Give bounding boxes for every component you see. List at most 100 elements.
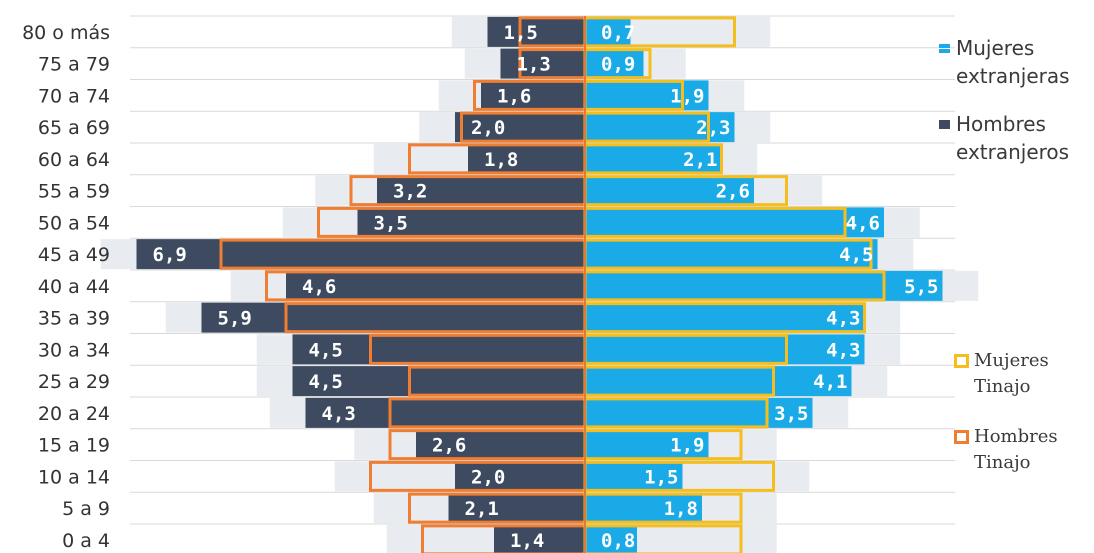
bar-hombres-extranjeros-15-a-19: [416, 429, 585, 460]
label-mujeres-extranjeras-25-a-29: 4,1: [813, 371, 847, 393]
label-mujeres-extranjeras-80-o-ms: 0,7: [601, 22, 635, 44]
bar-mujeres-extranjeras-40-a-44: [585, 270, 943, 301]
label-hombres-extranjeros-40-a-44: 4,6: [302, 276, 336, 298]
bar-mujeres-extranjeras-80-o-ms: [585, 16, 631, 47]
label-mujeres-extranjeras-10-a-14: 1,5: [644, 466, 678, 488]
tick-label-0-a-4: 0 a 4: [62, 530, 110, 552]
legend-hombres-tinajo: Hombres Tinajo: [954, 424, 1058, 476]
bar-hombres-extranjeros-50-a-54: [357, 207, 585, 238]
tick-label-5-a-9: 5 a 9: [62, 498, 110, 520]
bar-mujeres-extranjeras-15-a-19: [585, 429, 709, 460]
legend-label-mujeres-tinajo: Mujeres Tinajo: [974, 350, 1049, 397]
mujeres-tinajo-outlines: [583, 16, 886, 553]
legend-swatch-hombres-extranjeros: [939, 120, 950, 129]
bar-hombres-extranjeros-60-a-64: [468, 143, 585, 174]
label-hombres-extranjeros-45-a-49: 6,9: [153, 244, 187, 266]
label-hombres-extranjeros-0-a-4: 1,4: [510, 530, 544, 552]
bar-hombres-extranjeros-20-a-24: [305, 397, 585, 428]
legend-label-mujeres-extranjeras: Mujeres extranjeras: [956, 36, 1070, 88]
bar-hombres-extranjeros-45-a-49: [136, 239, 585, 270]
label-mujeres-extranjeras-20-a-24: 3,5: [774, 403, 808, 425]
bar-hombres-extranjeros-40-a-44: [286, 270, 585, 301]
bar-mujeres-extranjeras-70-a-74: [585, 80, 709, 111]
tick-label-25-a-29: 25 a 29: [38, 371, 110, 393]
tick-label-55-a-59: 55 a 59: [38, 181, 110, 203]
tick-label-60-a-64: 60 a 64: [38, 149, 110, 171]
bar-mujeres-extranjeras-50-a-54: [585, 207, 884, 238]
legend-swatch-mujeres-tinajo: [954, 354, 969, 368]
label-hombres-extranjeros-60-a-64: 1,8: [484, 149, 518, 171]
bar-hombres-extranjeros-35-a-39: [201, 302, 585, 333]
bar-hombres-extranjeros-80-o-ms: [487, 16, 585, 47]
label-hombres-extranjeros-50-a-54: 3,5: [374, 212, 408, 234]
label-mujeres-extranjeras-45-a-49: 4,5: [839, 244, 873, 266]
mujeres-extranjeras-bars: [585, 16, 943, 553]
tick-label-45-a-49: 45 a 49: [38, 244, 110, 266]
label-mujeres-extranjeras-15-a-19: 1,9: [670, 435, 704, 457]
label-hombres-extranjeros-35-a-39: 5,9: [218, 308, 252, 330]
bar-mujeres-extranjeras-30-a-34: [585, 334, 865, 365]
tick-label-10-a-14: 10 a 14: [38, 466, 110, 488]
label-mujeres-extranjeras-55-a-59: 2,6: [716, 181, 750, 203]
legend-mujeres-extranjeras: Mujeres extranjeras: [938, 34, 1070, 90]
label-hombres-extranjeros-30-a-34: 4,5: [309, 339, 343, 361]
label-mujeres-extranjeras-60-a-64: 2,1: [683, 149, 717, 171]
legend-label-hombres-tinajo: Hombres Tinajo: [974, 426, 1058, 473]
label-mujeres-extranjeras-0-a-4: 0,8: [601, 530, 635, 552]
legend-swatch-hombres-tinajo: [954, 430, 969, 444]
bar-hombres-extranjeros-0-a-4: [494, 524, 585, 553]
label-hombres-extranjeros-20-a-24: 4,3: [322, 403, 356, 425]
bar-mujeres-extranjeras-10-a-14: [585, 461, 683, 492]
legend-label-hombres-extranjeros: Hombres extranjeros: [956, 112, 1070, 164]
bar-hombres-extranjeros-55-a-59: [377, 175, 585, 206]
bar-hombres-extranjeros-70-a-74: [481, 80, 585, 111]
label-mujeres-extranjeras-65-a-69: 2,3: [696, 117, 730, 139]
label-mujeres-extranjeras-40-a-44: 5,5: [904, 276, 938, 298]
label-hombres-extranjeros-75-a-79: 1,3: [517, 54, 551, 76]
label-hombres-extranjeros-25-a-29: 4,5: [309, 371, 343, 393]
category-tick-labels: 80 o más 75 a 79 70 a 74 65 a 69 60 a 64 55 a…: [22, 22, 110, 552]
tick-label-35-a-39: 35 a 39: [38, 308, 110, 330]
bar-hombres-extranjeros-25-a-29: [292, 366, 585, 397]
tick-label-40-a-44: 40 a 44: [38, 276, 110, 298]
label-mujeres-extranjeras-70-a-74: 1,9: [670, 85, 704, 107]
bar-mujeres-extranjeras-35-a-39: [585, 302, 865, 333]
bar-hombres-extranjeros-65-a-69: [455, 112, 585, 143]
gridlines: [130, 15, 955, 525]
tick-label-70-a-74: 70 a 74: [38, 85, 110, 107]
legend-hombres-extranjeros: Hombres extranjeros: [938, 110, 1069, 166]
bar-hombres-extranjeros-75-a-79: [500, 48, 585, 79]
hombres-extranjeros-bars: [136, 16, 585, 553]
data-labels: 1,5 0,71,3 0,91,6 1,92,0 2,31,8 2,13,2 2,63,5 4…: [153, 22, 939, 552]
label-mujeres-extranjeras-30-a-34: 4,3: [826, 339, 860, 361]
tick-label-75-a-79: 75 a 79: [38, 54, 110, 76]
bar-hombres-extranjeros-5-a-9: [448, 493, 585, 524]
legend-swatch-mujeres-extranjeras: [939, 44, 950, 53]
label-hombres-extranjeros-5-a-9: 2,1: [465, 498, 499, 520]
bar-mujeres-extranjeras-25-a-29: [585, 366, 852, 397]
label-hombres-extranjeros-65-a-69: 2,0: [471, 117, 505, 139]
label-mujeres-extranjeras-5-a-9: 1,8: [664, 498, 698, 520]
tick-label-65-a-69: 65 a 69: [38, 117, 110, 139]
hombres-tinajo-outlines: [219, 16, 587, 553]
bar-mujeres-extranjeras-0-a-4: [585, 524, 637, 553]
bar-mujeres-extranjeras-75-a-79: [585, 48, 644, 79]
bar-mujeres-extranjeras-5-a-9: [585, 493, 702, 524]
tick-label-30-a-34: 30 a 34: [38, 339, 110, 361]
bar-hombres-extranjeros-10-a-14: [455, 461, 585, 492]
label-mujeres-extranjeras-50-a-54: 4,6: [846, 212, 880, 234]
bar-mujeres-extranjeras-60-a-64: [585, 143, 722, 174]
label-hombres-extranjeros-80-o-ms: 1,5: [504, 22, 538, 44]
label-mujeres-extranjeras-75-a-79: 0,9: [601, 54, 635, 76]
label-hombres-extranjeros-15-a-19: 2,6: [432, 435, 466, 457]
tick-label-20-a-24: 20 a 24: [38, 403, 110, 425]
tick-label-80-o-ms: 80 o más: [22, 22, 110, 44]
label-mujeres-extranjeras-35-a-39: 4,3: [826, 308, 860, 330]
label-hombres-extranjeros-10-a-14: 2,0: [471, 466, 505, 488]
bar-mujeres-extranjeras-55-a-59: [585, 175, 754, 206]
label-hombres-extranjeros-55-a-59: 3,2: [393, 181, 427, 203]
tick-label-50-a-54: 50 a 54: [38, 212, 110, 234]
label-hombres-extranjeros-70-a-74: 1,6: [497, 85, 531, 107]
tick-label-15-a-19: 15 a 19: [38, 435, 110, 457]
